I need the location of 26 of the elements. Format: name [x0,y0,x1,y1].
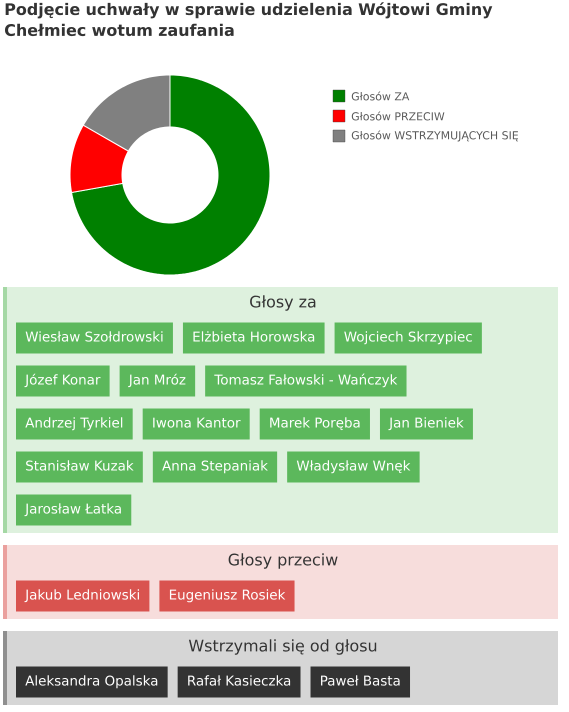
legend-label: Głosów WSTRZYMUJĄCYCH SIĘ [352,130,518,142]
legend-label: Głosów PRZECIW [352,112,444,120]
text: Jan Mróz [128,374,186,388]
text: Władysław Wnęk [296,460,410,474]
text: Głosy za [250,295,316,311]
text: Marek Poręba [270,417,360,430]
chart-title: Podjęcie uchwały w sprawie udzielenia Wójtowi Gminy Chełmiec wotum zaufania [4,2,492,36]
text: Tomasz Fałowski - Wańczyk [214,374,398,388]
text: Iwona Kantor [153,418,241,428]
text: Jan Bieniek [388,417,464,430]
text: Elżbieta Horowska [193,331,314,342]
text: Aleksandra Opalska [25,675,158,688]
text: Eugeniusz Rosiek [170,589,286,602]
text: Anna Stepaniak [162,460,268,474]
text: Józef Konar [24,374,100,388]
text: Rafał Kasieczka [188,675,290,686]
text: Wojciech Skrzypiec [344,331,472,344]
text: Jarosław Łatka [24,503,121,516]
text: Głosy przeciw [228,553,338,569]
text: Jakub Ledniowski [24,589,139,602]
text: Wstrzymali się od głosu [188,639,376,655]
legend-label: Głosów ZA [352,92,410,100]
text: Stanisław Kuzak [26,460,134,471]
text: Paweł Basta [321,675,400,686]
text: Wiesław Szołdrowski [26,331,162,342]
text: Andrzej Tyrkiel [25,417,122,430]
